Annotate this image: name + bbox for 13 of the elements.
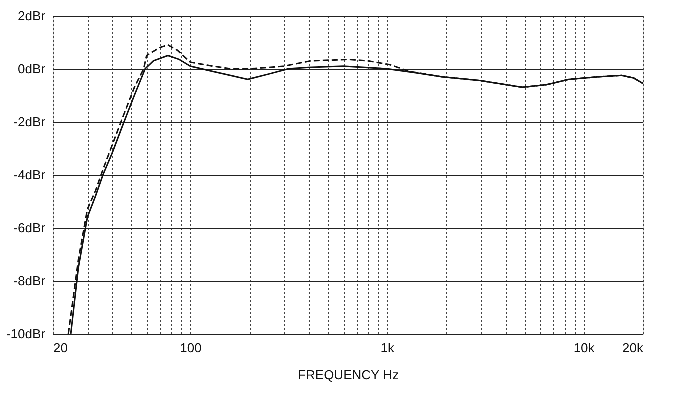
y-tick-label: -8dBr — [14, 274, 46, 288]
y-tick-label: 0dBr — [18, 62, 46, 76]
x-tick-label: 1k — [380, 340, 395, 356]
y-tick-label: -10dBr — [6, 326, 46, 342]
y-tick-label: 2dBr — [18, 8, 46, 24]
y-tick-label: -4dBr — [14, 168, 46, 182]
x-tick-label: 20k — [622, 340, 644, 356]
y-tick-label: -6dBr — [14, 220, 46, 236]
x-tick-label: 10k — [574, 340, 596, 356]
x-tick-label: 20 — [54, 340, 68, 356]
y-tick-label: -2dBr — [14, 114, 46, 130]
x-axis-title: FREQUENCY Hz — [298, 368, 399, 382]
x-tick-label: 100 — [180, 340, 202, 356]
